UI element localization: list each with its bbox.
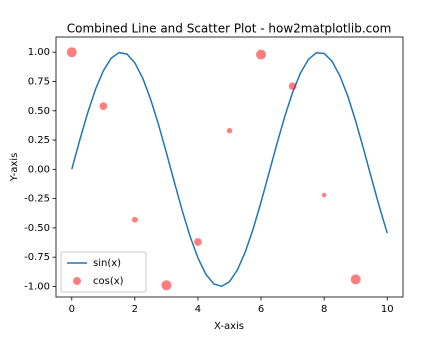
x-axis-label: X-axis (214, 321, 244, 332)
x-tick-label: 6 (258, 304, 264, 315)
legend-box (60, 251, 147, 293)
scatter-point (226, 127, 233, 134)
scatter-point (256, 49, 267, 60)
y-tick-label: 0.25 (28, 135, 50, 146)
scatter-point (99, 102, 108, 110)
y-tick-label: 0.50 (28, 106, 50, 117)
y-tick-label: 1.00 (28, 47, 50, 58)
y-tick-label: 0.75 (28, 77, 50, 88)
y-tick-label: 0.00 (28, 164, 50, 175)
scatter-point (194, 238, 202, 246)
scatter-point (321, 192, 327, 198)
x-tick-label: 4 (195, 304, 201, 315)
scatter-point (350, 274, 361, 285)
y-tick-label: -0.75 (24, 252, 50, 263)
x-tick-label: 10 (381, 304, 394, 315)
scatter-point (288, 82, 297, 91)
scatter-point (131, 216, 138, 223)
scatter-point (66, 47, 77, 58)
y-tick-label: -1.00 (24, 281, 50, 292)
x-tick-label: 8 (321, 304, 327, 315)
line (71, 51, 388, 288)
x-tick-label: 2 (132, 304, 138, 315)
scatter-point (161, 280, 172, 291)
y-axis-label: Y-axis (9, 153, 20, 183)
y-tick-label: -0.50 (24, 223, 50, 234)
plot-frame (55, 36, 404, 298)
legend-label: sin(x) (93, 258, 121, 269)
x-tick-label: 0 (69, 304, 75, 315)
legend-swatch (73, 277, 81, 285)
y-tick-label: -0.25 (24, 194, 50, 205)
chart-title: Combined Line and Scatter Plot - how2mat… (67, 22, 392, 36)
legend-label: cos(x) (93, 276, 124, 287)
